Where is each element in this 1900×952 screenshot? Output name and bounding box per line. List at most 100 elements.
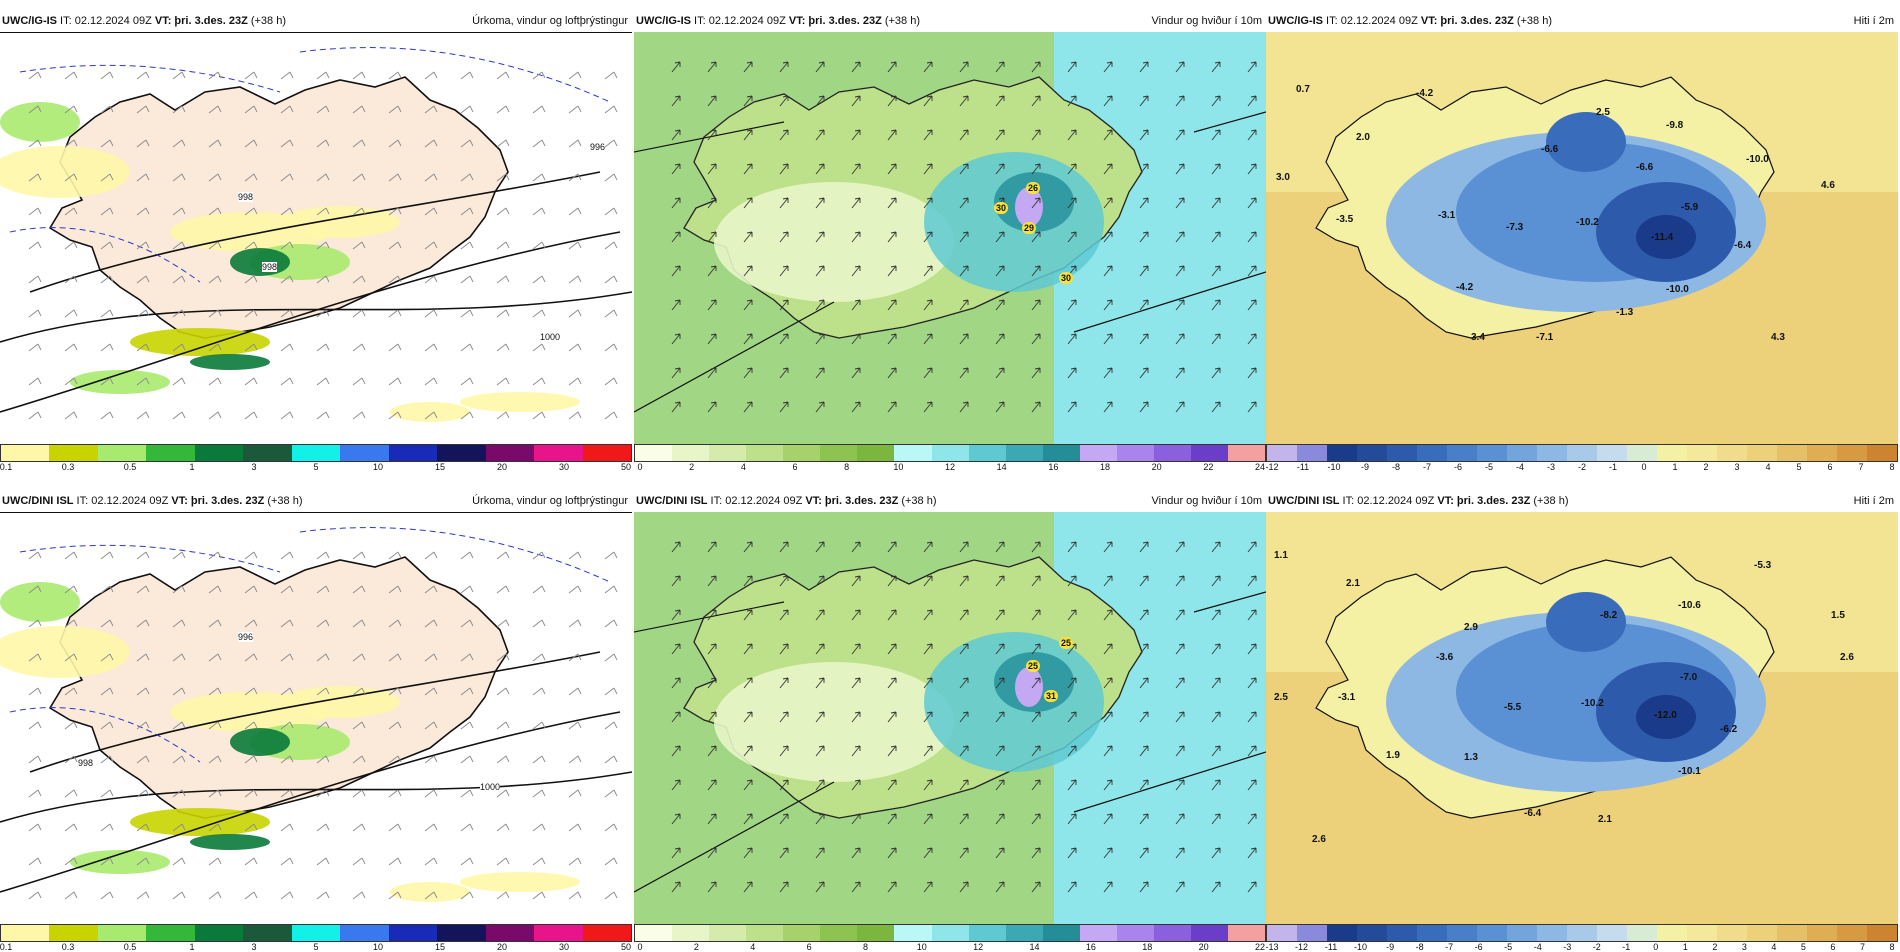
wind-arrow bbox=[887, 677, 897, 689]
wind-arrow bbox=[1103, 609, 1113, 621]
legend-tick: 5 bbox=[1796, 462, 1802, 472]
wind-barb bbox=[244, 721, 258, 730]
wind-barb bbox=[64, 275, 78, 284]
wind-arrow bbox=[959, 197, 969, 209]
legend-tick: -6 bbox=[1474, 942, 1483, 952]
panel-title: Hiti í 2m bbox=[1853, 495, 1894, 507]
wind-arrow bbox=[1211, 197, 1221, 209]
wind-barb bbox=[136, 755, 150, 764]
wind-barb bbox=[244, 343, 258, 352]
legend-swatch bbox=[1357, 925, 1387, 941]
wind-arrow bbox=[1139, 779, 1149, 791]
wind-arrow bbox=[743, 231, 753, 243]
legend-tick: 5 bbox=[313, 462, 319, 472]
wind-barb bbox=[172, 71, 186, 80]
wind-barb bbox=[172, 207, 186, 216]
wind-arrow bbox=[995, 163, 1005, 175]
wind-arrow bbox=[1139, 333, 1149, 345]
wind-arrow bbox=[959, 813, 969, 825]
precip-area bbox=[0, 102, 80, 142]
wind-barb bbox=[352, 309, 366, 318]
panel-header: UWC/DINI ISL IT: 02.12.2024 09Z VT: þri.… bbox=[0, 490, 632, 512]
wind-barb bbox=[28, 173, 42, 182]
legend-swatch bbox=[243, 925, 292, 941]
wind-arrow bbox=[671, 163, 681, 175]
wind-barb bbox=[244, 619, 258, 628]
wind-arrow bbox=[779, 197, 789, 209]
wind-arrow bbox=[707, 61, 717, 73]
region-boundary bbox=[634, 121, 785, 153]
wind-barb bbox=[64, 891, 78, 900]
wind-barb bbox=[352, 585, 366, 594]
isobar-label: 996 bbox=[590, 142, 606, 152]
wind-barb bbox=[172, 343, 186, 352]
wind-barb bbox=[496, 105, 510, 114]
wind-arrow bbox=[1247, 265, 1257, 277]
wind-arrow bbox=[1211, 367, 1221, 379]
wind-barb bbox=[424, 309, 438, 318]
legend-tick: 1 bbox=[1682, 942, 1688, 952]
wind-arrow bbox=[1211, 745, 1221, 757]
valid-time: þri. 3.des. 23Z bbox=[174, 15, 251, 27]
wind-arrow bbox=[923, 265, 933, 277]
init-label: IT: bbox=[57, 15, 75, 27]
wind-arrow bbox=[1175, 367, 1185, 379]
wind-arrow bbox=[1175, 95, 1185, 107]
wind-arrow bbox=[1067, 575, 1077, 587]
legend-swatch bbox=[1005, 925, 1043, 941]
wind-barb bbox=[460, 105, 474, 114]
wind-barb bbox=[208, 377, 222, 386]
wind-barb bbox=[244, 71, 258, 80]
legend-swatch bbox=[635, 445, 673, 461]
wind-arrow bbox=[1031, 881, 1041, 893]
wind-barb bbox=[100, 173, 114, 182]
wind-arrow bbox=[887, 813, 897, 825]
wind-barb bbox=[532, 139, 546, 148]
wind-barb bbox=[64, 241, 78, 250]
wind-barb bbox=[532, 789, 546, 798]
wind-arrow bbox=[1103, 881, 1113, 893]
temp-label: 3.0 bbox=[1276, 172, 1290, 183]
wind-barb bbox=[244, 275, 258, 284]
wind-barb bbox=[352, 687, 366, 696]
temp-label: -10.2 bbox=[1576, 217, 1599, 228]
wind-arrow bbox=[707, 609, 717, 621]
wind-arrow bbox=[1103, 711, 1113, 723]
map-svg bbox=[634, 512, 1266, 924]
temp-label: 4.6 bbox=[1821, 180, 1835, 191]
wind-barb bbox=[604, 823, 618, 832]
wind-arrow bbox=[815, 61, 825, 73]
wind-arrow bbox=[959, 881, 969, 893]
wind-barb bbox=[316, 755, 330, 764]
wind-arrow bbox=[1175, 129, 1185, 141]
wind-barb bbox=[352, 891, 366, 900]
wind-arrow bbox=[887, 299, 897, 311]
panel-title: Úrkoma, vindur og loftþrýstingur bbox=[472, 15, 628, 27]
legend-tick: 0.5 bbox=[123, 462, 137, 472]
temp-label: -5.3 bbox=[1754, 560, 1772, 571]
wind-arrow bbox=[1175, 197, 1185, 209]
temp-isoline bbox=[299, 527, 611, 583]
wind-barb bbox=[352, 241, 366, 250]
wind-arrow bbox=[923, 299, 933, 311]
wind-arrow bbox=[815, 813, 825, 825]
wind-barb bbox=[568, 653, 582, 662]
wind-arrow bbox=[707, 299, 717, 311]
wind-barb bbox=[28, 309, 42, 318]
wind-barb bbox=[136, 343, 150, 352]
wind-arrow bbox=[923, 745, 933, 757]
temp-label: -6.2 bbox=[1720, 724, 1738, 735]
wind-barb bbox=[28, 857, 42, 866]
wind-barb bbox=[100, 309, 114, 318]
temp-label: -11.4 bbox=[1651, 232, 1674, 243]
wind-arrow bbox=[995, 265, 1005, 277]
model-name: UWC/DINI ISL bbox=[636, 495, 708, 507]
wind-barb bbox=[28, 207, 42, 216]
wind-arrow bbox=[779, 677, 789, 689]
wind-barb bbox=[64, 721, 78, 730]
region-boundary bbox=[1193, 591, 1266, 613]
legend-tick: -3 bbox=[1563, 942, 1572, 952]
wind-arrow bbox=[1247, 609, 1257, 621]
wind-barb bbox=[280, 687, 294, 696]
legend-tick: 8 bbox=[1889, 942, 1895, 952]
